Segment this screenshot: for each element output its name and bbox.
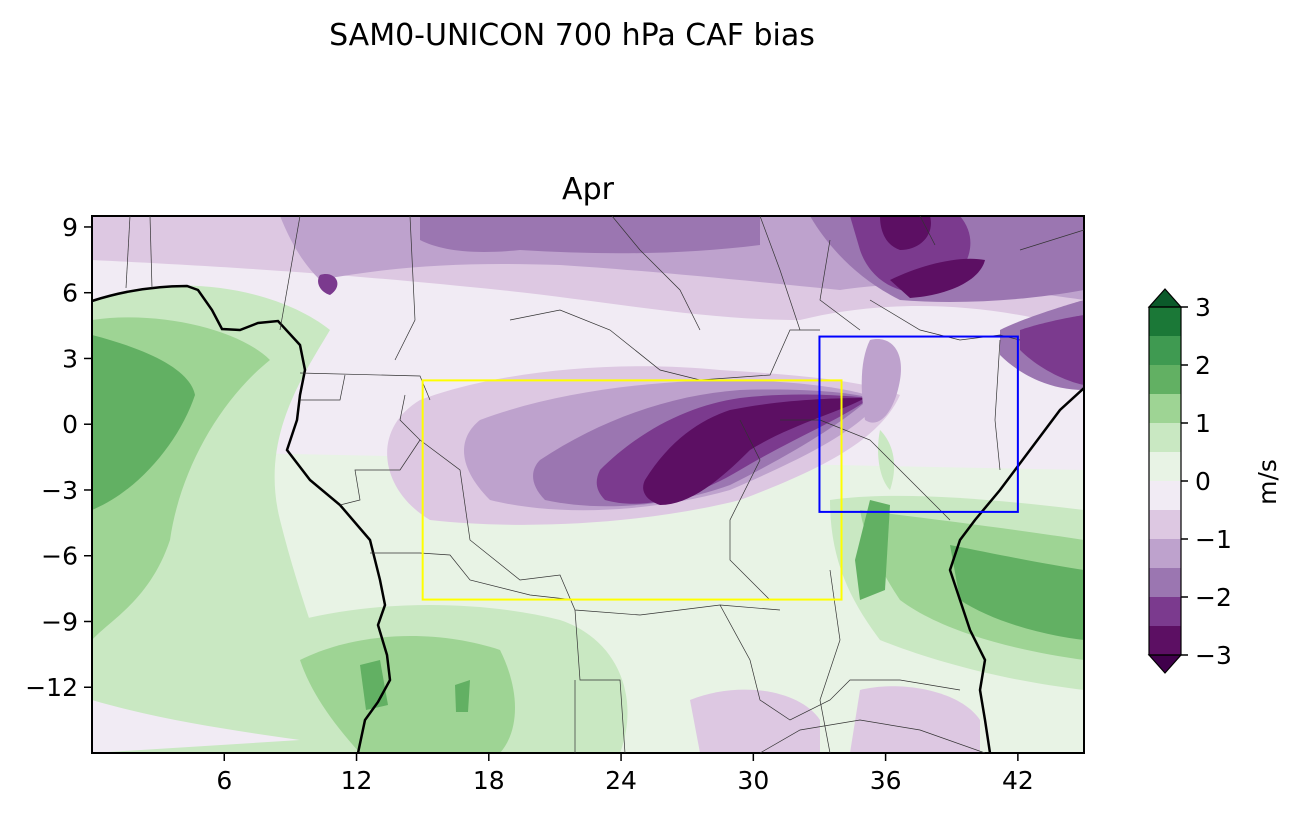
colorbar-tick-label: 0 [1195,467,1211,496]
colorbar-segment [1149,423,1181,453]
panel-title: Apr [562,172,615,207]
yellow-region-box [421,379,843,601]
y-tick-label: 3 [62,344,78,373]
figure-title: SAM0-UNICON 700 hPa CAF bias [329,18,815,53]
colorbar-segment [1149,452,1181,482]
x-tick-label: 24 [605,766,637,795]
colorbar-extend-min [1147,654,1183,674]
x-tick-label: 18 [473,766,505,795]
coastlines [92,216,1084,753]
colorbar-tick-label: −2 [1195,583,1232,612]
colorbar-tick-label: 2 [1195,351,1211,380]
colorbar-extend-max [1147,288,1183,308]
x-tick-label: 30 [737,766,769,795]
colorbar-segment [1149,568,1181,598]
colorbar-tick-label: −3 [1195,641,1232,670]
colorbar-label: m/s [1253,459,1282,505]
colorbar-segment [1149,481,1181,511]
region-boxes [421,335,1019,601]
x-tick-label: 6 [216,766,232,795]
colorbar: 3 2 1 0 −1 −2 −3 [1147,288,1232,674]
colorbar-tick-label: 3 [1195,293,1211,322]
y-tick-label: −12 [25,673,78,702]
colorbar-segment [1149,394,1181,424]
country-borders [125,216,1084,753]
field-plume-max [643,398,865,505]
x-tick-label: 42 [1002,766,1034,795]
colorbar-tick-label: 1 [1195,409,1211,438]
colorbar-segment [1149,597,1181,627]
colorbar-segment [1149,365,1181,395]
x-axis: 6 12 18 24 30 36 42 [216,753,1034,795]
field-east-dark-green [950,545,1084,640]
y-axis: 9 6 3 0 −3 −6 −9 −12 [25,213,92,702]
y-tick-label: 9 [62,213,78,242]
atlantic-coastline [92,284,392,753]
colorbar-segment [1149,510,1181,540]
indian-ocean-coastline [948,387,1084,753]
map-frame [91,215,1085,754]
colorbar-segment [1149,336,1181,366]
field-southwest-purple [92,700,300,753]
field-atlantic-dark-green [92,335,195,510]
blue-region-box [818,335,1019,513]
field-south-green [300,636,515,753]
colorbar-tick-label: −1 [1195,525,1232,554]
y-tick-label: 6 [62,279,78,308]
colorbar-segment [1149,307,1181,337]
y-tick-label: −3 [41,476,78,505]
y-tick-label: −6 [41,542,78,571]
y-tick-label: 0 [62,410,78,439]
bias-field [92,216,1084,753]
colorbar-segment [1149,626,1181,656]
y-tick-label: −9 [41,607,78,636]
x-tick-label: 12 [341,766,373,795]
colorbar-segment [1149,539,1181,569]
x-tick-label: 36 [870,766,902,795]
